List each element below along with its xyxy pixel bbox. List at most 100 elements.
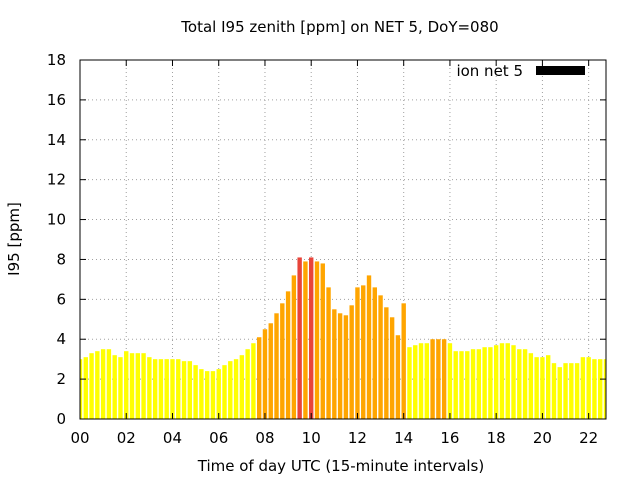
bar [176,359,181,419]
bar [135,353,140,419]
bar [569,363,574,419]
bar [476,349,482,419]
bar [534,357,539,419]
bar [424,343,430,419]
bar [343,315,349,419]
bar [401,303,406,419]
bar [274,313,279,419]
x-tick-label: 04 [163,429,182,447]
bar [517,349,522,419]
bar [378,295,383,419]
axis-ticks [79,59,606,420]
bar [372,287,377,419]
bar [262,329,268,419]
bar [239,355,245,419]
bar [413,345,418,419]
x-tick-label: 06 [209,429,228,447]
bar [488,347,493,419]
bar [256,337,262,419]
bar [384,307,389,419]
y-tick-label: 0 [56,410,66,428]
bar [291,275,297,419]
x-tick-label: 22 [579,429,598,447]
bar [540,357,545,419]
x-tick-label: 02 [117,429,136,447]
bar [152,359,158,419]
bar [546,355,551,419]
bar [141,353,146,419]
bar [459,351,464,419]
bar [355,287,360,419]
bar [210,371,216,419]
bar [204,371,210,419]
bar [233,359,239,419]
bar [447,343,453,419]
bar [366,275,372,419]
bar [303,261,308,419]
bar [158,359,164,419]
bar [349,305,354,419]
bar [557,367,562,419]
bar [407,347,412,419]
bar [112,355,117,419]
bar [118,357,123,419]
bar [89,353,94,419]
bar [106,349,112,419]
bar [170,359,175,419]
bar [193,365,198,419]
bar [309,257,314,419]
y-axis-label: I95 [ppm] [5,202,23,276]
bar [465,351,470,419]
bar-series [80,257,606,419]
bar [80,359,83,419]
bar [245,349,250,419]
y-tick-label: 2 [56,370,66,388]
plot-frame [79,59,607,420]
y-tick-label: 8 [56,250,66,268]
x-tick-label: 12 [348,429,367,447]
bar [100,349,106,419]
bar [511,345,516,419]
bar [326,287,331,419]
bar [216,369,221,419]
bar [147,357,152,419]
x-tick-label: 10 [302,429,321,447]
bar [83,357,88,419]
bar [586,357,591,419]
bar [499,343,505,419]
bar [580,357,586,419]
bar [314,261,320,419]
bar [592,359,597,419]
bar [453,351,458,419]
bar [164,359,169,419]
bar [563,363,568,419]
bar [337,313,343,419]
bar [395,335,401,419]
x-tick-label: 00 [70,429,89,447]
legend-swatch [536,66,585,75]
bar [129,353,135,419]
bar [603,359,606,419]
x-tick-label: 20 [533,429,552,447]
y-tick-label: 18 [47,51,66,69]
bar [332,309,337,419]
y-tick-label: 16 [47,91,66,109]
bar [280,303,285,419]
bar [181,361,187,419]
x-tick-label: 08 [255,429,274,447]
bar [187,361,193,419]
bar [528,353,534,419]
legend-label: ion net 5 [456,62,523,80]
x-tick-label: 18 [487,429,506,447]
bar [522,349,528,419]
x-tick-label: 14 [394,429,413,447]
bar [574,363,580,419]
y-tick-label: 14 [47,131,66,149]
y-tick-label: 4 [56,330,66,348]
bar [95,351,100,419]
bar [430,339,435,419]
legend: ion net 5 [456,62,585,80]
bar [297,257,302,419]
